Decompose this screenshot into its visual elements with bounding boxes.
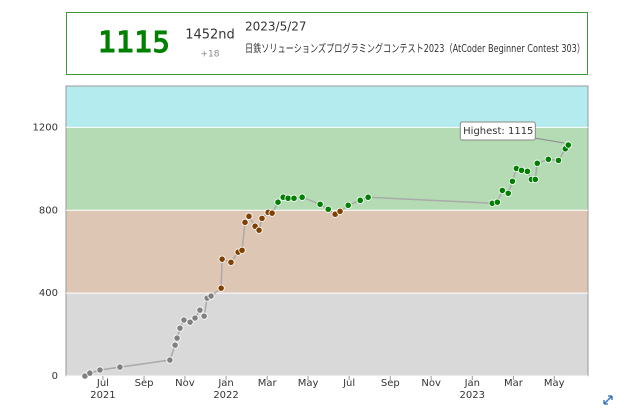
x-tick-label: Nov bbox=[175, 378, 195, 389]
x-tick-label: Sep bbox=[381, 378, 400, 389]
rating-point bbox=[533, 159, 541, 167]
x-tick-label: Nov bbox=[421, 378, 441, 389]
expand-icon[interactable] bbox=[603, 395, 613, 405]
x-tick-label: May bbox=[544, 378, 565, 389]
rating-point bbox=[531, 175, 539, 184]
rating-point bbox=[356, 196, 364, 204]
rating-point bbox=[207, 292, 215, 300]
x-tick-label: Jan bbox=[464, 378, 480, 389]
rating-point bbox=[245, 212, 253, 220]
y-tick-label: 1200 bbox=[33, 122, 58, 133]
rating-point bbox=[290, 194, 298, 202]
x-year-label: 2023 bbox=[460, 390, 485, 401]
x-tick-label: Jan bbox=[217, 378, 233, 389]
rating-point bbox=[255, 226, 263, 234]
y-tick-label: 400 bbox=[39, 288, 58, 299]
rating-point bbox=[284, 194, 292, 202]
rating-point bbox=[344, 201, 352, 209]
tooltip-pointer bbox=[534, 137, 565, 144]
contest-date: 2023/5/27 bbox=[245, 20, 307, 34]
x-year-label: 2022 bbox=[213, 390, 238, 401]
plot: 0 400 800 1200 Jul Sep Nov Jan Mar May Jul Sep Nov Ja… bbox=[33, 85, 589, 401]
y-tick-label: 800 bbox=[39, 205, 58, 216]
rating-point bbox=[200, 312, 208, 320]
y-tick-label: 0 bbox=[52, 371, 58, 382]
rating-point bbox=[504, 189, 512, 197]
rating-point bbox=[176, 324, 184, 332]
rating-point bbox=[544, 155, 552, 163]
rank-band bbox=[66, 127, 588, 211]
tooltip-text: Highest: 1115 bbox=[463, 126, 533, 137]
rating-point bbox=[258, 214, 266, 222]
header-box bbox=[66, 12, 588, 75]
x-tick-label: May bbox=[298, 378, 319, 389]
rating-point bbox=[217, 284, 225, 292]
x-tick-label: Jul bbox=[342, 378, 355, 389]
rating-point bbox=[180, 316, 188, 324]
rating-point bbox=[186, 318, 194, 326]
rating-point bbox=[227, 258, 235, 266]
rating-point bbox=[493, 198, 501, 206]
rating-point bbox=[166, 356, 174, 364]
rank: 1452nd bbox=[185, 28, 235, 43]
x-tick-label: Mar bbox=[504, 378, 524, 389]
rating-point bbox=[517, 166, 526, 174]
rating-point bbox=[564, 141, 572, 149]
rating-point bbox=[191, 314, 199, 322]
rating-point bbox=[96, 366, 104, 374]
rating-point bbox=[324, 205, 332, 213]
rating-point bbox=[498, 186, 506, 194]
rating-point bbox=[316, 200, 324, 208]
rating-point bbox=[173, 334, 181, 342]
rating-point bbox=[336, 207, 344, 215]
x-year-label: 2021 bbox=[90, 390, 115, 401]
x-tick-label: Sep bbox=[135, 378, 154, 389]
rating-point bbox=[364, 193, 372, 201]
contest-name: 日鉄ソリューションズプログラミングコンテスト2023（AtCoder Begin… bbox=[245, 41, 585, 55]
rating-point bbox=[171, 341, 179, 349]
rating-point bbox=[238, 246, 246, 254]
rating-point bbox=[298, 193, 306, 201]
rating-point bbox=[554, 156, 563, 164]
rank-band bbox=[66, 210, 588, 294]
rank-band bbox=[66, 86, 588, 128]
rating: 1115 bbox=[98, 26, 170, 61]
rating-point bbox=[116, 363, 124, 371]
rating-point bbox=[274, 198, 282, 206]
tooltip-box bbox=[459, 121, 536, 141]
rating-point bbox=[218, 255, 226, 263]
x-tick-label: Mar bbox=[258, 378, 278, 389]
rating-point bbox=[268, 209, 276, 217]
rating-point bbox=[508, 177, 517, 185]
rating-point bbox=[523, 167, 532, 175]
rating-point bbox=[196, 306, 204, 314]
x-tick-label: Jul bbox=[96, 378, 109, 389]
rating-diff: +18 bbox=[201, 50, 220, 60]
rating-point bbox=[86, 369, 94, 377]
rating-point bbox=[241, 218, 249, 226]
